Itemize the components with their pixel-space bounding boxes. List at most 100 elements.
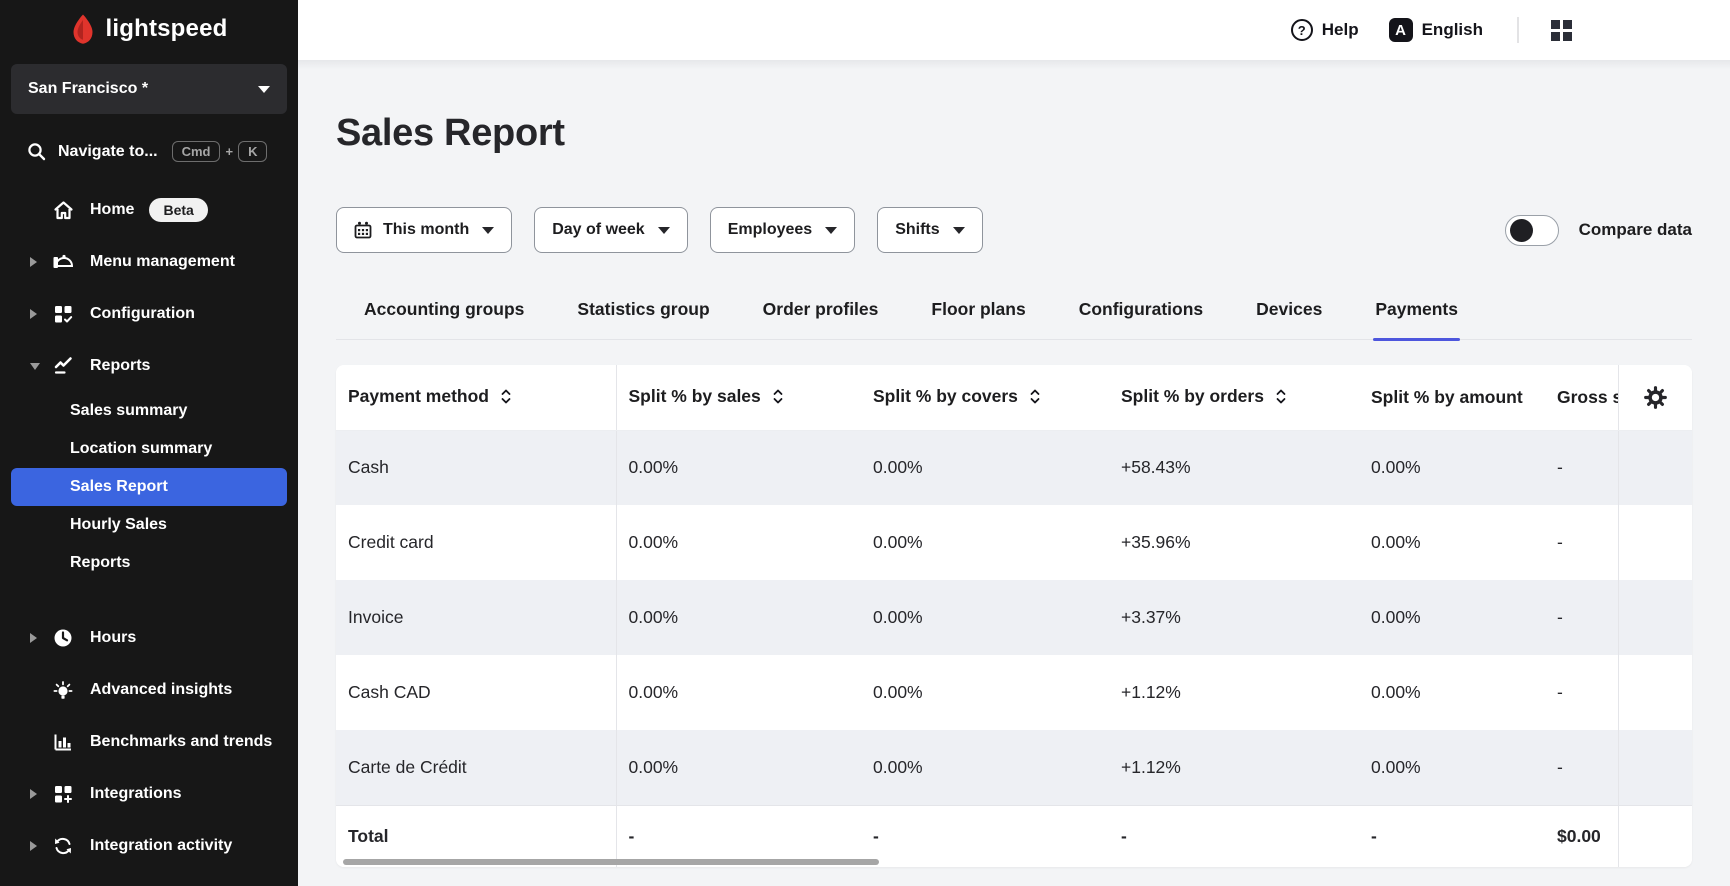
logo: lightspeed bbox=[0, 4, 298, 54]
language-button[interactable]: A English bbox=[1389, 18, 1483, 42]
sidebar-item-hourly-sales[interactable]: Hourly Sales bbox=[0, 506, 298, 544]
sidebar-item-configuration[interactable]: Configuration bbox=[0, 288, 298, 340]
cell-split-sales: 0.00% bbox=[616, 730, 861, 805]
navigate-search[interactable]: Navigate to... Cmd + K bbox=[27, 141, 298, 162]
logo-text: lightspeed bbox=[105, 15, 227, 43]
employees-value: Employees bbox=[728, 221, 812, 239]
cell-settings bbox=[1618, 730, 1692, 805]
cell-payment-method: Invoice bbox=[336, 580, 616, 655]
chevron-down-icon bbox=[30, 363, 40, 370]
chevron-down-icon bbox=[953, 227, 965, 234]
cmd-keycap: Cmd bbox=[172, 141, 221, 162]
sort-icon[interactable] bbox=[1029, 388, 1041, 409]
day-of-week-dropdown[interactable]: Day of week bbox=[534, 207, 687, 253]
filter-bar: This month Day of week Employees Shifts … bbox=[336, 207, 1692, 253]
table-row[interactable]: Cash 0.00% 0.00% +58.43% 0.00% - bbox=[336, 430, 1692, 505]
help-button[interactable]: ? Help bbox=[1291, 19, 1359, 41]
chevron-down-icon bbox=[258, 86, 270, 93]
table-row[interactable]: Carte de Crédit 0.00% 0.00% +1.12% 0.00%… bbox=[336, 730, 1692, 805]
sidebar-item-benchmarks[interactable]: Benchmarks and trends bbox=[0, 716, 298, 768]
app-grid-icon[interactable] bbox=[1551, 20, 1572, 41]
date-range-dropdown[interactable]: This month bbox=[336, 207, 512, 253]
cell-split-covers: 0.00% bbox=[861, 505, 1109, 580]
sidebar-item-menu-management[interactable]: Menu management bbox=[0, 236, 298, 288]
sort-icon[interactable] bbox=[1275, 388, 1287, 409]
cell-split-amount: 0.00% bbox=[1359, 505, 1545, 580]
chevron-right-icon bbox=[30, 841, 37, 851]
cell-split-covers: 0.00% bbox=[861, 730, 1109, 805]
table-row[interactable]: Invoice 0.00% 0.00% +3.37% 0.00% - bbox=[336, 580, 1692, 655]
chevron-down-icon bbox=[482, 227, 494, 234]
sync-icon bbox=[53, 836, 73, 856]
tab-configurations[interactable]: Configurations bbox=[1077, 299, 1205, 339]
cell-settings bbox=[1618, 430, 1692, 505]
sidebar-item-sales-report[interactable]: Sales Report bbox=[11, 468, 287, 506]
chevron-right-icon bbox=[30, 633, 37, 643]
column-label: Split % by sales bbox=[629, 386, 761, 406]
sort-icon[interactable] bbox=[772, 388, 784, 409]
table-row[interactable]: Cash CAD 0.00% 0.00% +1.12% 0.00% - bbox=[336, 655, 1692, 730]
sort-icon[interactable] bbox=[500, 388, 512, 409]
cell-total-amount: - bbox=[1359, 805, 1545, 867]
cell-settings bbox=[1618, 505, 1692, 580]
sidebar-item-label: Benchmarks and trends bbox=[90, 733, 272, 751]
cell-total-sales: - bbox=[616, 805, 861, 867]
compare-data-label: Compare data bbox=[1579, 220, 1692, 240]
language-label: English bbox=[1422, 20, 1483, 40]
cell-split-sales: 0.00% bbox=[616, 655, 861, 730]
gear-icon[interactable] bbox=[1644, 386, 1667, 409]
topbar-divider bbox=[1517, 17, 1519, 43]
tab-accounting-groups[interactable]: Accounting groups bbox=[362, 299, 526, 339]
location-selector[interactable]: San Francisco * bbox=[11, 64, 287, 114]
cell-split-orders: +35.96% bbox=[1109, 505, 1359, 580]
cell-split-covers: 0.00% bbox=[861, 655, 1109, 730]
integrations-icon bbox=[53, 784, 73, 804]
sidebar-item-location-summary[interactable]: Location summary bbox=[0, 430, 298, 468]
sidebar-item-reports[interactable]: Reports bbox=[0, 340, 298, 392]
column-label: Payment method bbox=[348, 386, 489, 406]
sidebar-item-reports-sub[interactable]: Reports bbox=[0, 544, 298, 582]
cell-gross-sales: - bbox=[1545, 580, 1618, 655]
column-header-payment-method: Payment method bbox=[336, 365, 616, 430]
cell-settings bbox=[1618, 655, 1692, 730]
cell-split-orders: +1.12% bbox=[1109, 730, 1359, 805]
horizontal-scrollbar[interactable] bbox=[343, 859, 879, 865]
sidebar-nav: Home Beta Menu management bbox=[0, 184, 298, 872]
tab-order-profiles[interactable]: Order profiles bbox=[761, 299, 881, 339]
chevron-down-icon bbox=[825, 227, 837, 234]
configuration-icon bbox=[53, 304, 73, 324]
table-row[interactable]: Credit card 0.00% 0.00% +35.96% 0.00% - bbox=[336, 505, 1692, 580]
cell-total-orders: - bbox=[1109, 805, 1359, 867]
home-icon bbox=[53, 200, 74, 220]
menu-management-icon bbox=[52, 252, 74, 272]
cell-total-gross: $0.00 bbox=[1545, 805, 1618, 867]
shifts-dropdown[interactable]: Shifts bbox=[877, 207, 982, 253]
subnav-label: Location summary bbox=[70, 440, 212, 458]
cell-total-label: Total bbox=[336, 805, 616, 867]
sidebar-item-sales-summary[interactable]: Sales summary bbox=[0, 392, 298, 430]
column-label: Split % by amount bbox=[1371, 387, 1523, 407]
cell-split-orders: +3.37% bbox=[1109, 580, 1359, 655]
column-header-gross-sales: Gross s bbox=[1545, 365, 1618, 430]
column-header-split-sales: Split % by sales bbox=[616, 365, 861, 430]
sidebar: lightspeed San Francisco * Navigate to..… bbox=[0, 0, 298, 886]
employees-dropdown[interactable]: Employees bbox=[710, 207, 855, 253]
tab-floor-plans[interactable]: Floor plans bbox=[929, 299, 1027, 339]
sidebar-item-home[interactable]: Home Beta bbox=[0, 184, 298, 236]
cell-split-orders: +1.12% bbox=[1109, 655, 1359, 730]
cell-split-sales: 0.00% bbox=[616, 430, 861, 505]
main-content: Sales Report This month Day of week Empl… bbox=[298, 60, 1730, 886]
sidebar-item-integration-activity[interactable]: Integration activity bbox=[0, 820, 298, 872]
column-header-split-orders: Split % by orders bbox=[1109, 365, 1359, 430]
sidebar-item-label: Integration activity bbox=[90, 837, 232, 855]
sidebar-item-integrations[interactable]: Integrations bbox=[0, 768, 298, 820]
sidebar-item-advanced-insights[interactable]: Advanced insights bbox=[0, 664, 298, 716]
tab-statistics-group[interactable]: Statistics group bbox=[575, 299, 711, 339]
compare-data-toggle[interactable] bbox=[1505, 215, 1559, 246]
sidebar-item-hours[interactable]: Hours bbox=[0, 612, 298, 664]
tab-devices[interactable]: Devices bbox=[1254, 299, 1324, 339]
report-tabs: Accounting groups Statistics group Order… bbox=[336, 299, 1692, 340]
compare-data-control: Compare data bbox=[1505, 215, 1692, 246]
column-label: Split % by covers bbox=[873, 386, 1018, 406]
tab-payments[interactable]: Payments bbox=[1373, 299, 1460, 339]
